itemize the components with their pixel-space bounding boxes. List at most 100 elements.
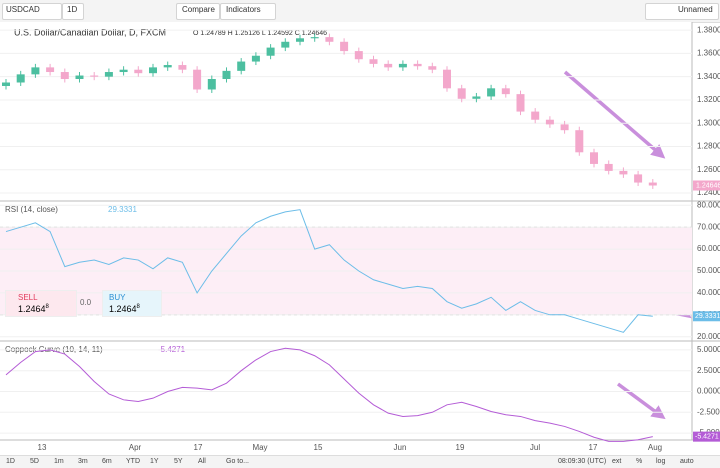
last-value-label: -5.4271 bbox=[695, 433, 719, 440]
x-tick-label: 13 bbox=[38, 443, 47, 452]
last-price-box bbox=[693, 180, 720, 191]
candle-body bbox=[207, 79, 216, 90]
candle-body bbox=[531, 111, 540, 120]
candle-body bbox=[384, 63, 393, 68]
sell-price[interactable]: 1.2464 bbox=[18, 304, 46, 314]
candle-body bbox=[296, 38, 304, 42]
toolbar: USDCAD 1D Compare Indicators Unnamed bbox=[0, 0, 720, 23]
compare-box[interactable] bbox=[176, 3, 220, 20]
sell[interactable]: SELL bbox=[18, 293, 38, 302]
buy[interactable]: BUY bbox=[109, 293, 126, 302]
range-button[interactable]: 1Y bbox=[150, 458, 159, 465]
range-button[interactable]: YTD bbox=[126, 458, 140, 465]
sell-pip[interactable]: 8 bbox=[45, 304, 49, 310]
goto-button[interactable]: Go to... bbox=[226, 458, 249, 465]
x-tick-label: 19 bbox=[456, 443, 465, 452]
candle-body bbox=[222, 70, 231, 80]
candle-body bbox=[413, 63, 422, 67]
symbol-box[interactable] bbox=[2, 3, 62, 20]
chart: U.S. Dollar/Canadian Dollar, D, FXCM O 1… bbox=[0, 22, 720, 452]
scale-option[interactable]: ext bbox=[612, 458, 622, 465]
indicators-box[interactable] bbox=[220, 3, 276, 20]
scale-option[interactable]: log bbox=[656, 458, 666, 465]
spread: 0.0 bbox=[80, 298, 92, 307]
scale-option[interactable]: auto bbox=[680, 458, 694, 465]
candle-body bbox=[648, 182, 657, 186]
y-tick-label: 1.26000 bbox=[697, 165, 720, 174]
candle-body bbox=[369, 59, 378, 64]
candle-body bbox=[75, 75, 84, 80]
rsi-title: RSI (14, close) bbox=[5, 205, 58, 214]
x-tick-label: 15 bbox=[314, 443, 323, 452]
candle-body bbox=[560, 124, 569, 131]
last-price-label: 1.24646 bbox=[696, 182, 720, 189]
scale-option[interactable]: % bbox=[636, 458, 643, 465]
x-tick-label: Jul bbox=[530, 443, 540, 452]
x-tick-label: 17 bbox=[589, 443, 598, 452]
y-tick-label: 2.5000 bbox=[697, 366, 720, 375]
layout-box[interactable] bbox=[645, 3, 719, 20]
last-value-box bbox=[693, 431, 720, 442]
y-tick-label: -2.5000 bbox=[697, 407, 720, 416]
ohlc: O 1.24789 H 1.25126 L 1.24592 C 1.24646 bbox=[193, 30, 327, 37]
compare[interactable]: Compare bbox=[182, 5, 215, 14]
candle-body bbox=[178, 65, 187, 70]
y-tick-label: 1.30000 bbox=[697, 118, 720, 127]
candle-body bbox=[149, 67, 157, 74]
x-tick-label: 17 bbox=[194, 443, 203, 452]
y-tick-label: 40.0000 bbox=[697, 288, 720, 297]
sell-button[interactable]: SELL 1.24648 bbox=[5, 290, 77, 317]
symbol[interactable]: USDCAD bbox=[6, 5, 40, 14]
x-tick-label: Apr bbox=[129, 443, 142, 452]
candle-body bbox=[31, 67, 40, 75]
buy-pip[interactable]: 8 bbox=[136, 304, 140, 310]
range-button[interactable]: All bbox=[198, 458, 206, 465]
candle-body bbox=[634, 174, 643, 183]
range-button[interactable]: 6m bbox=[102, 458, 112, 465]
layout[interactable]: Unnamed bbox=[678, 5, 713, 14]
candle-body bbox=[90, 75, 99, 77]
y-tick-label: 20.0000 bbox=[697, 332, 720, 341]
candle-body bbox=[193, 69, 202, 90]
chart-title: U.S. Dollar/Canadian Dollar, D, FXCM bbox=[14, 27, 166, 37]
candle-body bbox=[604, 163, 613, 171]
candle-body bbox=[60, 72, 69, 80]
candle-body bbox=[443, 69, 451, 89]
clock: 08:09:30 (UTC) bbox=[558, 458, 607, 465]
candle-body bbox=[575, 130, 584, 153]
candle-body bbox=[590, 152, 598, 164]
y-tick-label: 1.24000 bbox=[697, 188, 720, 197]
x-tick-label: May bbox=[252, 443, 267, 452]
range-button[interactable]: 3m bbox=[78, 458, 88, 465]
last-value-label: 29.3331 bbox=[695, 313, 720, 320]
y-tick-label: 50.0000 bbox=[697, 266, 720, 275]
range-button[interactable]: 5Y bbox=[174, 458, 183, 465]
y-tick-label: 1.28000 bbox=[697, 142, 720, 151]
indicators[interactable]: Indicators bbox=[226, 5, 261, 14]
interval[interactable]: 1D bbox=[67, 5, 78, 14]
candle-body bbox=[2, 82, 10, 86]
range-button[interactable]: 1D bbox=[6, 458, 15, 465]
candle-body bbox=[16, 74, 25, 83]
candle-body bbox=[472, 96, 481, 99]
candle-body bbox=[325, 37, 334, 42]
candle-body bbox=[163, 65, 172, 68]
candle-body bbox=[237, 61, 246, 71]
candle-body bbox=[487, 88, 496, 97]
y-tick-label: 1.36000 bbox=[697, 49, 720, 58]
candle-body bbox=[501, 88, 510, 95]
y-tick-label: 60.0000 bbox=[697, 244, 720, 253]
buy-price[interactable]: 1.2464 bbox=[109, 304, 137, 314]
candle-body bbox=[428, 66, 437, 70]
range-button[interactable]: 5D bbox=[30, 458, 39, 465]
y-tick-label: 1.32000 bbox=[697, 95, 720, 104]
buy-button[interactable]: BUY 1.24648 bbox=[102, 290, 162, 317]
y-tick-label: 1.38000 bbox=[697, 25, 720, 34]
range-button[interactable]: 1m bbox=[54, 458, 64, 465]
x-tick-label: Aug bbox=[648, 443, 662, 452]
candle-body bbox=[134, 69, 143, 74]
x-tick-label: Jun bbox=[394, 443, 407, 452]
interval-box[interactable] bbox=[62, 3, 84, 20]
candle-body bbox=[104, 72, 113, 77]
